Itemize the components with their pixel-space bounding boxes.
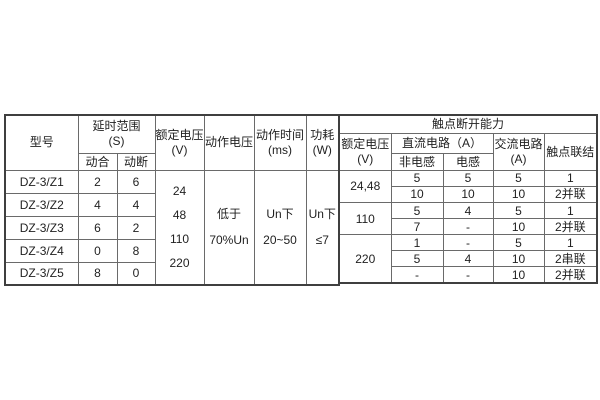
header-rated-voltage: 额定电压 (V) [154, 114, 205, 171]
ac-cell: 10 [492, 250, 545, 268]
right-header-row-1: 额定电压 (V) 直流电路（A） 交流电路 (A) 触点联结 [338, 132, 598, 171]
right-header-row-2: 非电感 电感 [339, 152, 597, 171]
header-inductive: 电感 [442, 152, 494, 171]
non-inductive-cell: 10 [390, 185, 444, 203]
ac-cell: 10 [492, 266, 545, 284]
delay-on-cell: 2 [77, 169, 118, 194]
header-delay-on: 动合 [77, 152, 118, 171]
header-dc-circuit: 直流电路（A） [390, 132, 494, 154]
inductive-cell: 4 [442, 250, 494, 268]
delay-off-cell: 6 [116, 169, 156, 194]
ac-cell: 10 [492, 185, 545, 203]
ac-cell: 5 [492, 234, 545, 252]
non-inductive-cell: 5 [390, 169, 444, 187]
left-spec-table: 型号 延时范围 (S) 额定电压 (V) 动作电压 动作时间 (ms) [4, 114, 341, 286]
model-cell: DZ-3/Z5 [4, 261, 79, 286]
inductive-cell: - [442, 266, 494, 284]
relay-spec-table: 型号 延时范围 (S) 额定电压 (V) 动作电压 动作时间 (ms) [4, 114, 599, 286]
delay-on-cell: 4 [77, 192, 118, 217]
header-ac-circuit: 交流电路 (A) [492, 132, 545, 171]
model-cell: DZ-3/Z2 [4, 192, 79, 217]
inductive-cell: 4 [442, 201, 494, 220]
table-row: - - 10 2并联 [339, 266, 598, 284]
header-operate-voltage: 动作电压 [203, 114, 255, 171]
power-value-cell: Un下 ≤7 [305, 169, 340, 286]
connection-cell: 2串联 [543, 250, 598, 268]
table-row: DZ-3/Z2 4 4 [4, 192, 339, 217]
inductive-cell: 10 [442, 185, 494, 203]
connection-cell: 1 [543, 201, 598, 220]
table-row: 220 1 - 5 1 [338, 234, 598, 284]
delay-off-cell: 2 [116, 215, 156, 240]
ac-cell: 5 [492, 201, 545, 220]
delay-off-cell: 4 [116, 192, 156, 217]
table-row: 24,48 5 5 5 1 [338, 169, 598, 203]
inductive-cell: - [442, 218, 494, 236]
delay-on-cell: 8 [77, 261, 118, 286]
delay-on-cell: 0 [77, 238, 118, 263]
table-row: DZ-3/Z1 2 6 24 48 110 220 低于 70%Un Un下 2… [4, 169, 340, 286]
ac-cell: 5 [492, 169, 545, 187]
delay-off-cell: 8 [116, 238, 156, 263]
connection-cell: 1 [543, 234, 598, 252]
inductive-cell: 5 [442, 169, 494, 187]
right-title-row: 触点断开能力 [338, 114, 598, 134]
delay-off-cell: 0 [116, 261, 156, 286]
left-header-row-1: 型号 延时范围 (S) 额定电压 (V) 动作电压 动作时间 (ms) [4, 114, 340, 171]
non-inductive-cell: - [390, 266, 444, 284]
connection-cell: 2并联 [543, 218, 598, 236]
header-delay-range: 延时范围 (S) [77, 114, 156, 154]
non-inductive-cell: 1 [390, 234, 444, 252]
non-inductive-cell: 5 [390, 250, 444, 268]
right-spec-table: 触点断开能力 额定电压 (V) 直流电路（A） 交流电路 (A) 触点联结 非电… [338, 114, 599, 284]
ac-cell: 10 [492, 218, 545, 236]
table-row: DZ-3/Z5 8 0 [4, 261, 339, 286]
inductive-cell: - [442, 234, 494, 252]
rated-voltage-values-cell: 24 48 110 220 [154, 169, 205, 286]
connection-cell: 2并联 [543, 185, 598, 203]
model-cell: DZ-3/Z1 [4, 169, 79, 194]
table-row: DZ-3/Z3 6 2 [4, 215, 339, 240]
delay-on-cell: 6 [77, 215, 118, 240]
model-cell: DZ-3/Z3 [4, 215, 79, 240]
voltage-group-cell: 220 [338, 234, 392, 284]
model-cell: DZ-3/Z4 [4, 238, 79, 263]
header-operate-time: 动作时间 (ms) [253, 114, 307, 171]
voltage-group-cell: 24,48 [338, 169, 392, 203]
header-non-inductive: 非电感 [390, 152, 444, 171]
header-contact-breaking-capacity: 触点断开能力 [338, 114, 598, 134]
header-model: 型号 [4, 114, 79, 171]
connection-cell: 1 [543, 169, 598, 187]
operate-voltage-value-cell: 低于 70%Un [203, 169, 255, 286]
header-power: 功耗 (W) [305, 114, 340, 171]
header-delay-off: 动断 [116, 152, 156, 171]
non-inductive-cell: 7 [390, 218, 444, 236]
header-contact-connection: 触点联结 [543, 132, 598, 171]
table-row: 7 - 10 2并联 [339, 218, 598, 236]
header-right-rated-voltage: 额定电压 (V) [338, 132, 392, 171]
connection-cell: 2并联 [543, 266, 598, 284]
non-inductive-cell: 5 [390, 201, 444, 220]
operate-time-value-cell: Un下 20~50 [253, 169, 307, 286]
voltage-group-cell: 110 [338, 201, 392, 236]
table-row: 5 4 10 2串联 [339, 250, 598, 268]
table-row: 110 5 4 5 1 [338, 201, 598, 236]
